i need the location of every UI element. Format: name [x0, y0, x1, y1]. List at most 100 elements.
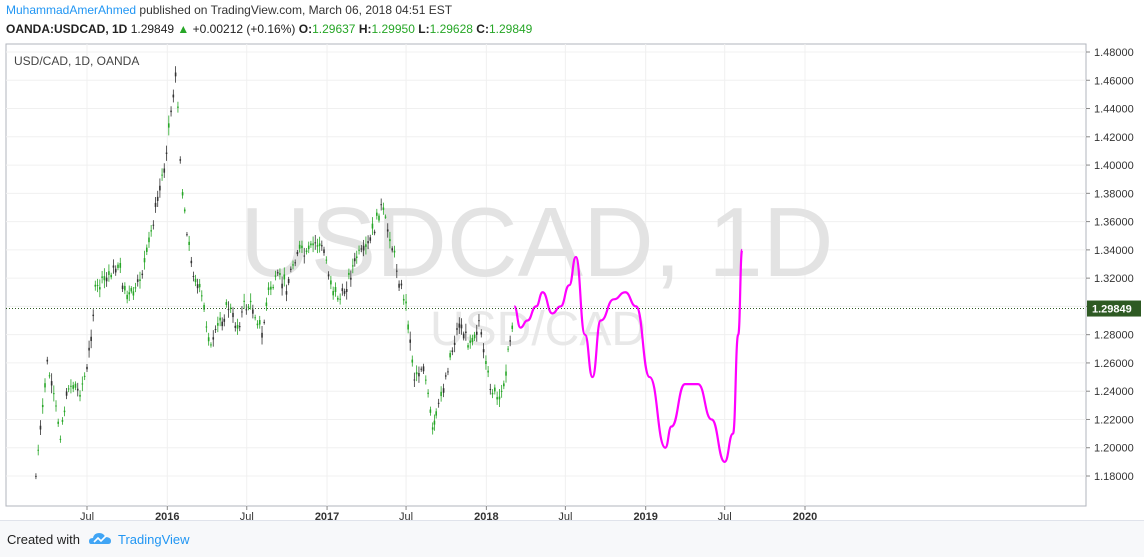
- tradingview-logo-icon[interactable]: [88, 531, 112, 547]
- close-value: 1.29849: [488, 22, 533, 36]
- candle-body: [348, 272, 350, 275]
- grid: [6, 44, 1086, 506]
- author-link[interactable]: MuhammadAmerAhmed: [6, 3, 137, 17]
- y-tick-label: 1.28000: [1094, 330, 1134, 342]
- candle-body: [207, 337, 210, 342]
- candle-body: [444, 375, 447, 377]
- candle-body: [205, 326, 208, 328]
- candle-body: [478, 320, 480, 322]
- candle-body: [365, 244, 367, 247]
- candle-body: [496, 397, 498, 400]
- candle-body: [456, 328, 458, 330]
- candle-body: [258, 320, 261, 325]
- candle-body: [86, 366, 88, 370]
- candle-body: [382, 207, 385, 210]
- candle-body: [427, 392, 429, 395]
- candle-body: [489, 388, 492, 390]
- candle-body: [172, 94, 175, 98]
- low-value: 1.29628: [429, 22, 473, 36]
- candle-body: [458, 323, 461, 328]
- projection-line: [513, 248, 744, 463]
- last-price: 1.29849: [130, 22, 175, 36]
- candle-body: [203, 304, 205, 310]
- publish-line: MuhammadAmerAhmed published on TradingVi…: [6, 3, 452, 17]
- candle-body: [316, 245, 319, 247]
- x-tick-label: 2016: [155, 511, 179, 520]
- candle-body: [103, 276, 106, 281]
- candle-body: [503, 383, 505, 387]
- candle-body: [345, 289, 348, 293]
- y-tick-label: 1.20000: [1094, 443, 1134, 455]
- plot-area[interactable]: [5, 43, 1087, 507]
- candle-body: [245, 309, 248, 311]
- candle-body: [290, 268, 292, 270]
- candle-body: [79, 394, 81, 397]
- candle-body: [132, 291, 135, 296]
- candle-body: [422, 366, 425, 372]
- candle-body: [72, 385, 75, 389]
- y-tick-label: 1.46000: [1094, 75, 1134, 87]
- candle-body: [114, 268, 117, 273]
- candle-body: [130, 288, 133, 292]
- candle-body: [451, 350, 454, 352]
- candle-body: [167, 123, 170, 128]
- candle-body: [181, 192, 184, 196]
- candle-body: [440, 391, 442, 397]
- created-with-text: Created with: [7, 532, 80, 547]
- candle-body: [298, 244, 301, 249]
- candle-body: [196, 284, 199, 289]
- candle-body: [511, 325, 514, 329]
- candle-body: [487, 370, 489, 373]
- candle-body: [252, 309, 254, 314]
- candle-body: [254, 317, 256, 319]
- candle-body: [119, 263, 122, 268]
- candle-body: [143, 258, 146, 263]
- candle-body: [353, 258, 356, 262]
- candle-body: [110, 274, 112, 278]
- candle-body: [35, 475, 37, 477]
- triangle-up-icon: ▲: [177, 22, 190, 36]
- candle-body: [117, 264, 119, 268]
- candle-body: [473, 334, 476, 339]
- y-axis[interactable]: 1.48000 1.46000 1.44000 1.42000 1.40000 1.380…: [1086, 47, 1134, 483]
- candle-body: [112, 265, 115, 268]
- candle-body: [179, 159, 182, 161]
- candle-body: [312, 243, 314, 246]
- tradingview-brand[interactable]: TradingView: [118, 532, 190, 547]
- candle-body: [362, 245, 365, 251]
- candle-body: [411, 359, 414, 363]
- candle-body: [469, 340, 472, 343]
- candle-body: [183, 209, 186, 212]
- candle-body: [405, 301, 407, 304]
- candle-body: [61, 420, 64, 422]
- candle-body: [395, 270, 398, 272]
- candle-body: [287, 278, 290, 284]
- candle-body: [88, 347, 90, 351]
- candle-body: [39, 425, 42, 430]
- x-tick-label: Jul: [399, 511, 413, 520]
- candle-body: [48, 375, 51, 377]
- candle-body: [243, 300, 245, 302]
- candle-body: [265, 302, 268, 306]
- candle-body: [433, 420, 436, 425]
- candle-body: [435, 411, 437, 416]
- candle-body: [373, 231, 376, 234]
- candle-body: [355, 256, 358, 259]
- candle-body: [223, 318, 226, 322]
- candle-body: [462, 333, 465, 339]
- candle-body: [386, 229, 389, 232]
- candle-body: [70, 385, 72, 387]
- candle-body: [332, 291, 334, 296]
- candle-body: [126, 294, 128, 300]
- candle-body: [281, 283, 283, 289]
- candle-body: [341, 288, 344, 292]
- watermark-main: USDCAD, 1D: [240, 187, 834, 297]
- candle-body: [494, 387, 496, 392]
- price-chart[interactable]: USDCAD, 1D USD/CAD USD/CAD, 1D, OANDA 1.…: [0, 40, 1144, 520]
- candle-body: [274, 275, 277, 277]
- candle-body: [270, 286, 272, 290]
- candle-body: [402, 298, 405, 301]
- candle-body: [161, 174, 163, 176]
- x-axis[interactable]: Jul 2016 Jul 2017 Jul 2018 Jul 2019 Jul 2020: [80, 506, 817, 520]
- candle-body: [165, 152, 168, 154]
